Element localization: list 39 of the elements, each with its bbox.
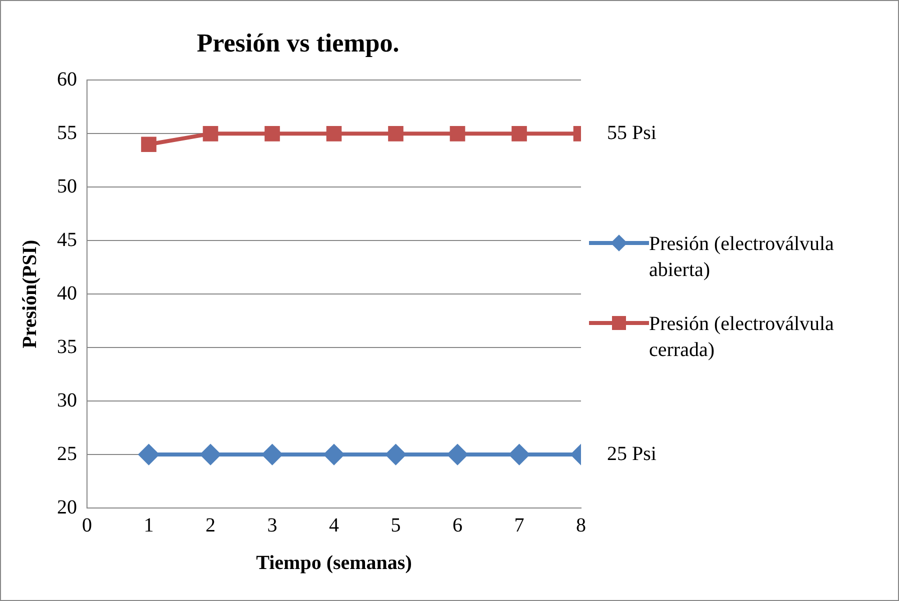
x-tick-label: 5 — [390, 514, 401, 536]
chart-title: Presión vs tiempo. — [196, 28, 400, 58]
point — [262, 444, 282, 465]
x-tick-label: 7 — [514, 514, 524, 536]
x-tick-label: 3 — [267, 514, 278, 536]
point — [450, 126, 466, 142]
x-tick-label: 4 — [329, 514, 339, 536]
point — [512, 126, 527, 142]
y-tick-label: 25 — [57, 442, 77, 465]
point — [326, 126, 342, 142]
legend-label: Presión (electroválvula abierta) — [649, 232, 835, 283]
point — [448, 444, 468, 465]
y-tick-label: 35 — [57, 336, 77, 358]
y-tick-label: 20 — [57, 496, 77, 518]
y-tick-label: 55 — [57, 122, 77, 144]
y-tick-label: 30 — [57, 389, 77, 412]
y-tick-label: 60 — [57, 68, 77, 90]
x-axis-title: Tiempo (semanas) — [256, 552, 412, 574]
y-tick-label: 50 — [57, 175, 77, 198]
x-tick-label: 6 — [452, 514, 462, 536]
y-axis-title: Presión(PSI) — [19, 240, 42, 348]
point — [141, 136, 156, 152]
point — [202, 126, 218, 142]
x-tick-label: 2 — [206, 514, 216, 536]
point — [200, 444, 220, 465]
point — [386, 444, 406, 465]
x-tick-label: 0 — [82, 514, 92, 536]
x-tick-label: 1 — [144, 514, 154, 536]
point — [509, 444, 530, 465]
y-tick-label: 45 — [57, 228, 77, 251]
point — [264, 126, 280, 142]
point — [138, 444, 159, 465]
y-tick-label: 40 — [57, 282, 77, 304]
x-tick-label: 8 — [576, 514, 586, 536]
point — [324, 444, 344, 465]
point — [388, 126, 404, 142]
annotation: 25 Psi — [607, 442, 657, 465]
annotation: 55 Psi — [607, 122, 657, 144]
legend-label: Presión (electroválvula cerrada) — [649, 312, 835, 363]
